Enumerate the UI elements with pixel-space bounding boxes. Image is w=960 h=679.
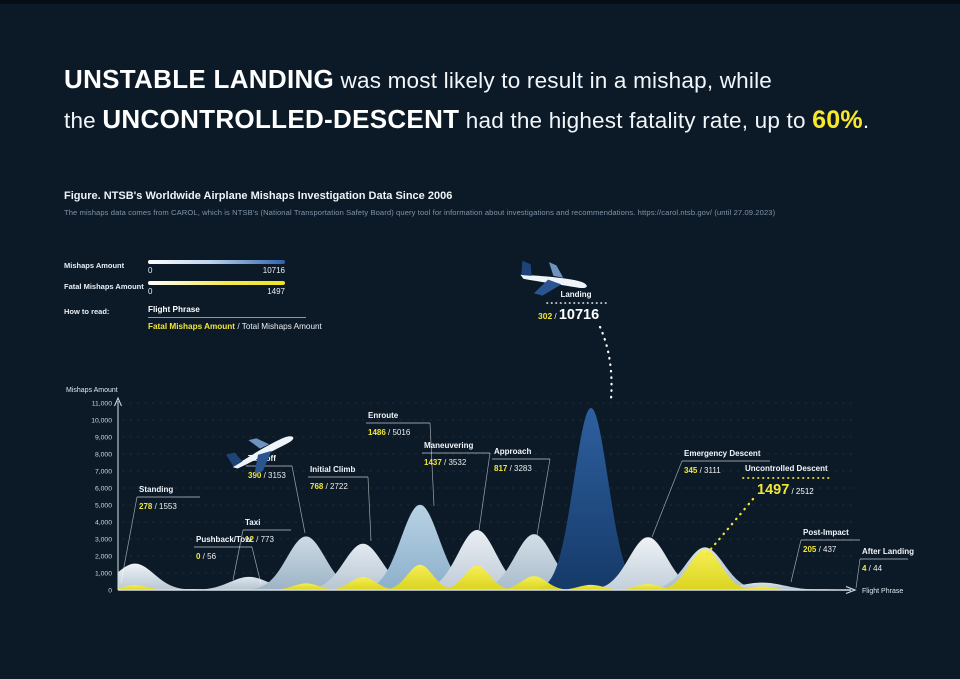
axes: 0 1,000 2,000 3,000 4,000 5,000 6,000 7,000 8,00… xyxy=(66,387,903,595)
headline: UNSTABLE LANDING was most likely to resu… xyxy=(64,60,924,140)
phase-label-pushback-tow: Pushback/Tow 0 / 56 xyxy=(194,535,262,585)
svg-text:390 / 3153: 390 / 3153 xyxy=(248,471,286,480)
y-tick-10: 10,000 xyxy=(91,418,112,425)
svg-text:Post-Impact: Post-Impact xyxy=(803,528,849,537)
fatal-mound-enroute xyxy=(382,564,458,590)
fatal-mound-approach xyxy=(496,576,572,590)
y-tick-11: 11,000 xyxy=(92,401,113,408)
how-to-read-label: How to read: xyxy=(64,307,110,316)
y-tick-4: 4,000 xyxy=(95,520,112,527)
y-axis-title: Mishaps Amount xyxy=(66,387,118,394)
svg-text:After Landing: After Landing xyxy=(862,547,914,556)
headline-strong-unstable-landing: UNSTABLE LANDING xyxy=(64,64,335,94)
phase-label-taxi: Taxi 12 / 773 xyxy=(232,518,291,581)
y-tick-0: 0 xyxy=(108,588,112,595)
x-axis-title: Flight Phrase xyxy=(862,588,903,595)
y-tick-5: 5,000 xyxy=(95,503,112,510)
svg-text:205 / 437: 205 / 437 xyxy=(803,545,837,554)
phase-label-initial-climb: Initial Climb 768 / 2722 xyxy=(308,465,372,542)
phase-label-maneuvering: Maneuvering 1437 / 3532 xyxy=(422,441,491,531)
y-tick-2: 2,000 xyxy=(95,554,112,561)
how-formula: Fatal Mishaps Amount / Total Mishaps Amo… xyxy=(148,322,358,331)
svg-text:Approach: Approach xyxy=(494,447,531,456)
phase-label-emergency-descent: Emergency Descent 345 / 3111 xyxy=(651,449,770,538)
svg-text:Taxi: Taxi xyxy=(245,518,260,527)
how-separator: / xyxy=(235,322,242,331)
svg-text:1486 / 5016: 1486 / 5016 xyxy=(368,428,411,437)
figure-subtitle: The mishaps data comes from CAROL, which… xyxy=(64,208,776,217)
fatal-mound-post-impact xyxy=(724,586,800,590)
svg-text:Emergency Descent: Emergency Descent xyxy=(684,449,761,458)
how-total-part: Total Mishaps Amount xyxy=(241,322,322,331)
svg-text:768 / 2722: 768 / 2722 xyxy=(310,482,348,491)
legend-mishaps-max: 10716 xyxy=(262,266,285,275)
mound-enroute xyxy=(363,504,477,590)
svg-text:0 / 56: 0 / 56 xyxy=(196,552,217,561)
phase-label-post-impact: Post-Impact 205 / 437 xyxy=(790,528,860,583)
legend-fatal-min: 0 xyxy=(148,287,153,296)
climbing-airplane-icon xyxy=(226,436,294,475)
y-tick-9: 9,000 xyxy=(95,435,112,442)
y-tick-7: 7,000 xyxy=(95,469,112,476)
y-tick-3: 3,000 xyxy=(95,537,112,544)
headline-line2-end: . xyxy=(862,108,870,133)
mound-standing xyxy=(118,563,192,590)
svg-text:Uncontrolled Descent: Uncontrolled Descent xyxy=(745,464,828,473)
headline-highlight-60pct: 60% xyxy=(812,106,863,134)
fatal-mound-standing xyxy=(118,585,173,590)
svg-text:Enroute: Enroute xyxy=(368,411,399,420)
svg-text:278 / 1553: 278 / 1553 xyxy=(139,502,177,511)
svg-text:817 / 3283: 817 / 3283 xyxy=(494,464,532,473)
headline-line2-mid: had the highest fatality rate, up to xyxy=(459,108,813,133)
svg-text:Standing: Standing xyxy=(139,485,173,494)
fatal-mound-landing xyxy=(553,584,629,590)
phase-label-approach: Approach 817 / 3283 xyxy=(492,447,551,536)
figure-title: Figure. NTSB's Worldwide Airplane Mishap… xyxy=(64,190,453,202)
svg-text:Pushback/Tow: Pushback/Tow xyxy=(196,535,252,544)
mound-landing xyxy=(540,408,642,590)
svg-text:1437 / 3532: 1437 / 3532 xyxy=(424,458,467,467)
y-tick-6: 6,000 xyxy=(95,486,112,493)
phase-label-after-landing: After Landing 4 / 44 xyxy=(855,547,914,589)
fatal-mound-initial-climb xyxy=(325,576,401,590)
svg-text:1497 / 2512: 1497 / 2512 xyxy=(757,482,814,498)
mounds xyxy=(118,408,855,590)
legend-fatal-label: Fatal Mishaps Amount xyxy=(64,282,144,291)
phase-label-uncontrolled-descent: Uncontrolled Descent 1497 / 2512 xyxy=(703,464,834,558)
legend-mishaps-min: 0 xyxy=(148,266,153,275)
how-flight-phrase: Flight Phrase xyxy=(148,305,306,318)
headline-line1-rest: was most likely to result in a mishap, w… xyxy=(334,68,772,93)
headline-strong-uncontrolled-descent: UNCONTROLLED-DESCENT xyxy=(102,104,460,134)
how-fatal-part: Fatal Mishaps Amount xyxy=(148,322,236,331)
svg-text:302 / 10716: 302 / 10716 xyxy=(538,307,599,323)
phase-label-standing: Standing 278 / 1553 xyxy=(120,485,200,584)
y-tick-1: 1,000 xyxy=(95,571,112,578)
phase-label-landing: Landing 302 / 10716 xyxy=(538,290,613,401)
fatal-mound-maneuvering xyxy=(439,565,515,590)
legend-fatal-gradient-bar xyxy=(148,281,285,285)
descending-airplane-icon xyxy=(520,260,587,296)
gridlines xyxy=(122,402,853,574)
y-tick-8: 8,000 xyxy=(95,452,112,459)
svg-text:4 / 44: 4 / 44 xyxy=(862,564,883,573)
top-border xyxy=(0,0,960,4)
svg-text:Maneuvering: Maneuvering xyxy=(424,441,473,450)
legend-fatal-max: 1497 xyxy=(267,287,285,296)
legend-mishaps-label: Mishaps Amount xyxy=(64,261,125,270)
fatal-mound-uncontrolled-descent xyxy=(657,549,753,590)
svg-text:Landing: Landing xyxy=(560,290,591,299)
svg-text:345 / 3111: 345 / 3111 xyxy=(684,466,721,475)
fatal-mound-takeoff xyxy=(268,583,344,590)
phase-label-enroute: Enroute 1486 / 5016 xyxy=(366,411,435,507)
svg-text:12 / 773: 12 / 773 xyxy=(245,535,274,544)
headline-line2-pre: the xyxy=(64,108,103,133)
legend-mishaps-gradient-bar xyxy=(148,260,285,264)
svg-text:Initial Climb: Initial Climb xyxy=(310,465,355,474)
how-to-read-block: Flight Phrase Fatal Mishaps Amount / Tot… xyxy=(148,305,358,331)
